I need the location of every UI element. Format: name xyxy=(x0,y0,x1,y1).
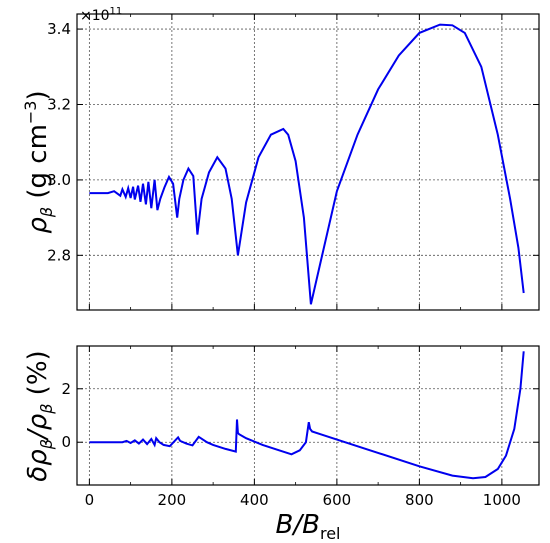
relative-diff-x-tick-label: 400 xyxy=(240,491,269,509)
relative-diff-x-tick-label: 600 xyxy=(323,491,352,509)
relative-diff-axes-frame xyxy=(76,345,540,486)
density-grid xyxy=(77,14,539,310)
density-y-tick-label: 3.4 xyxy=(47,20,71,38)
density-y-tick-label: 3.2 xyxy=(47,95,71,113)
relative-diff-y-tick-label: 2 xyxy=(61,380,71,398)
relative-diff-y-axis-label: δρβ/ρβ (%) xyxy=(23,350,56,481)
density-y-tick-label: 2.8 xyxy=(47,246,71,264)
relative-diff-x-tick-label: 1000 xyxy=(483,491,521,509)
density-panel: 2.8 3.0 3.2 3.4 ×1011 ρβ (g cm−3) xyxy=(21,6,540,311)
density-y-tick-label: 3.0 xyxy=(47,171,71,189)
relative-diff-x-tick-label: 0 xyxy=(85,491,95,509)
relative-diff-x-tick-label: 200 xyxy=(158,491,187,509)
density-y-axis-label: ρβ (g cm−3) xyxy=(21,90,56,233)
density-ticks: 2.8 3.0 3.2 3.4 xyxy=(47,14,539,310)
density-series-line xyxy=(89,23,525,305)
relative-diff-x-tick-label: 800 xyxy=(405,491,434,509)
relative-diff-panel: 0 200 400 600 800 1000 0 2 δρβ/ρβ (%) B/Brel xyxy=(23,345,540,543)
relative-diff-ticks: 0 200 400 600 800 1000 0 2 xyxy=(61,346,539,509)
density-axes-frame xyxy=(76,13,540,311)
x-axis-label: B/Brel xyxy=(276,510,341,543)
relative-diff-series-line xyxy=(89,351,525,480)
density-y-offset-label: ×1011 xyxy=(80,6,122,24)
relative-diff-grid xyxy=(77,346,539,485)
relative-diff-y-tick-label: 0 xyxy=(61,433,71,451)
